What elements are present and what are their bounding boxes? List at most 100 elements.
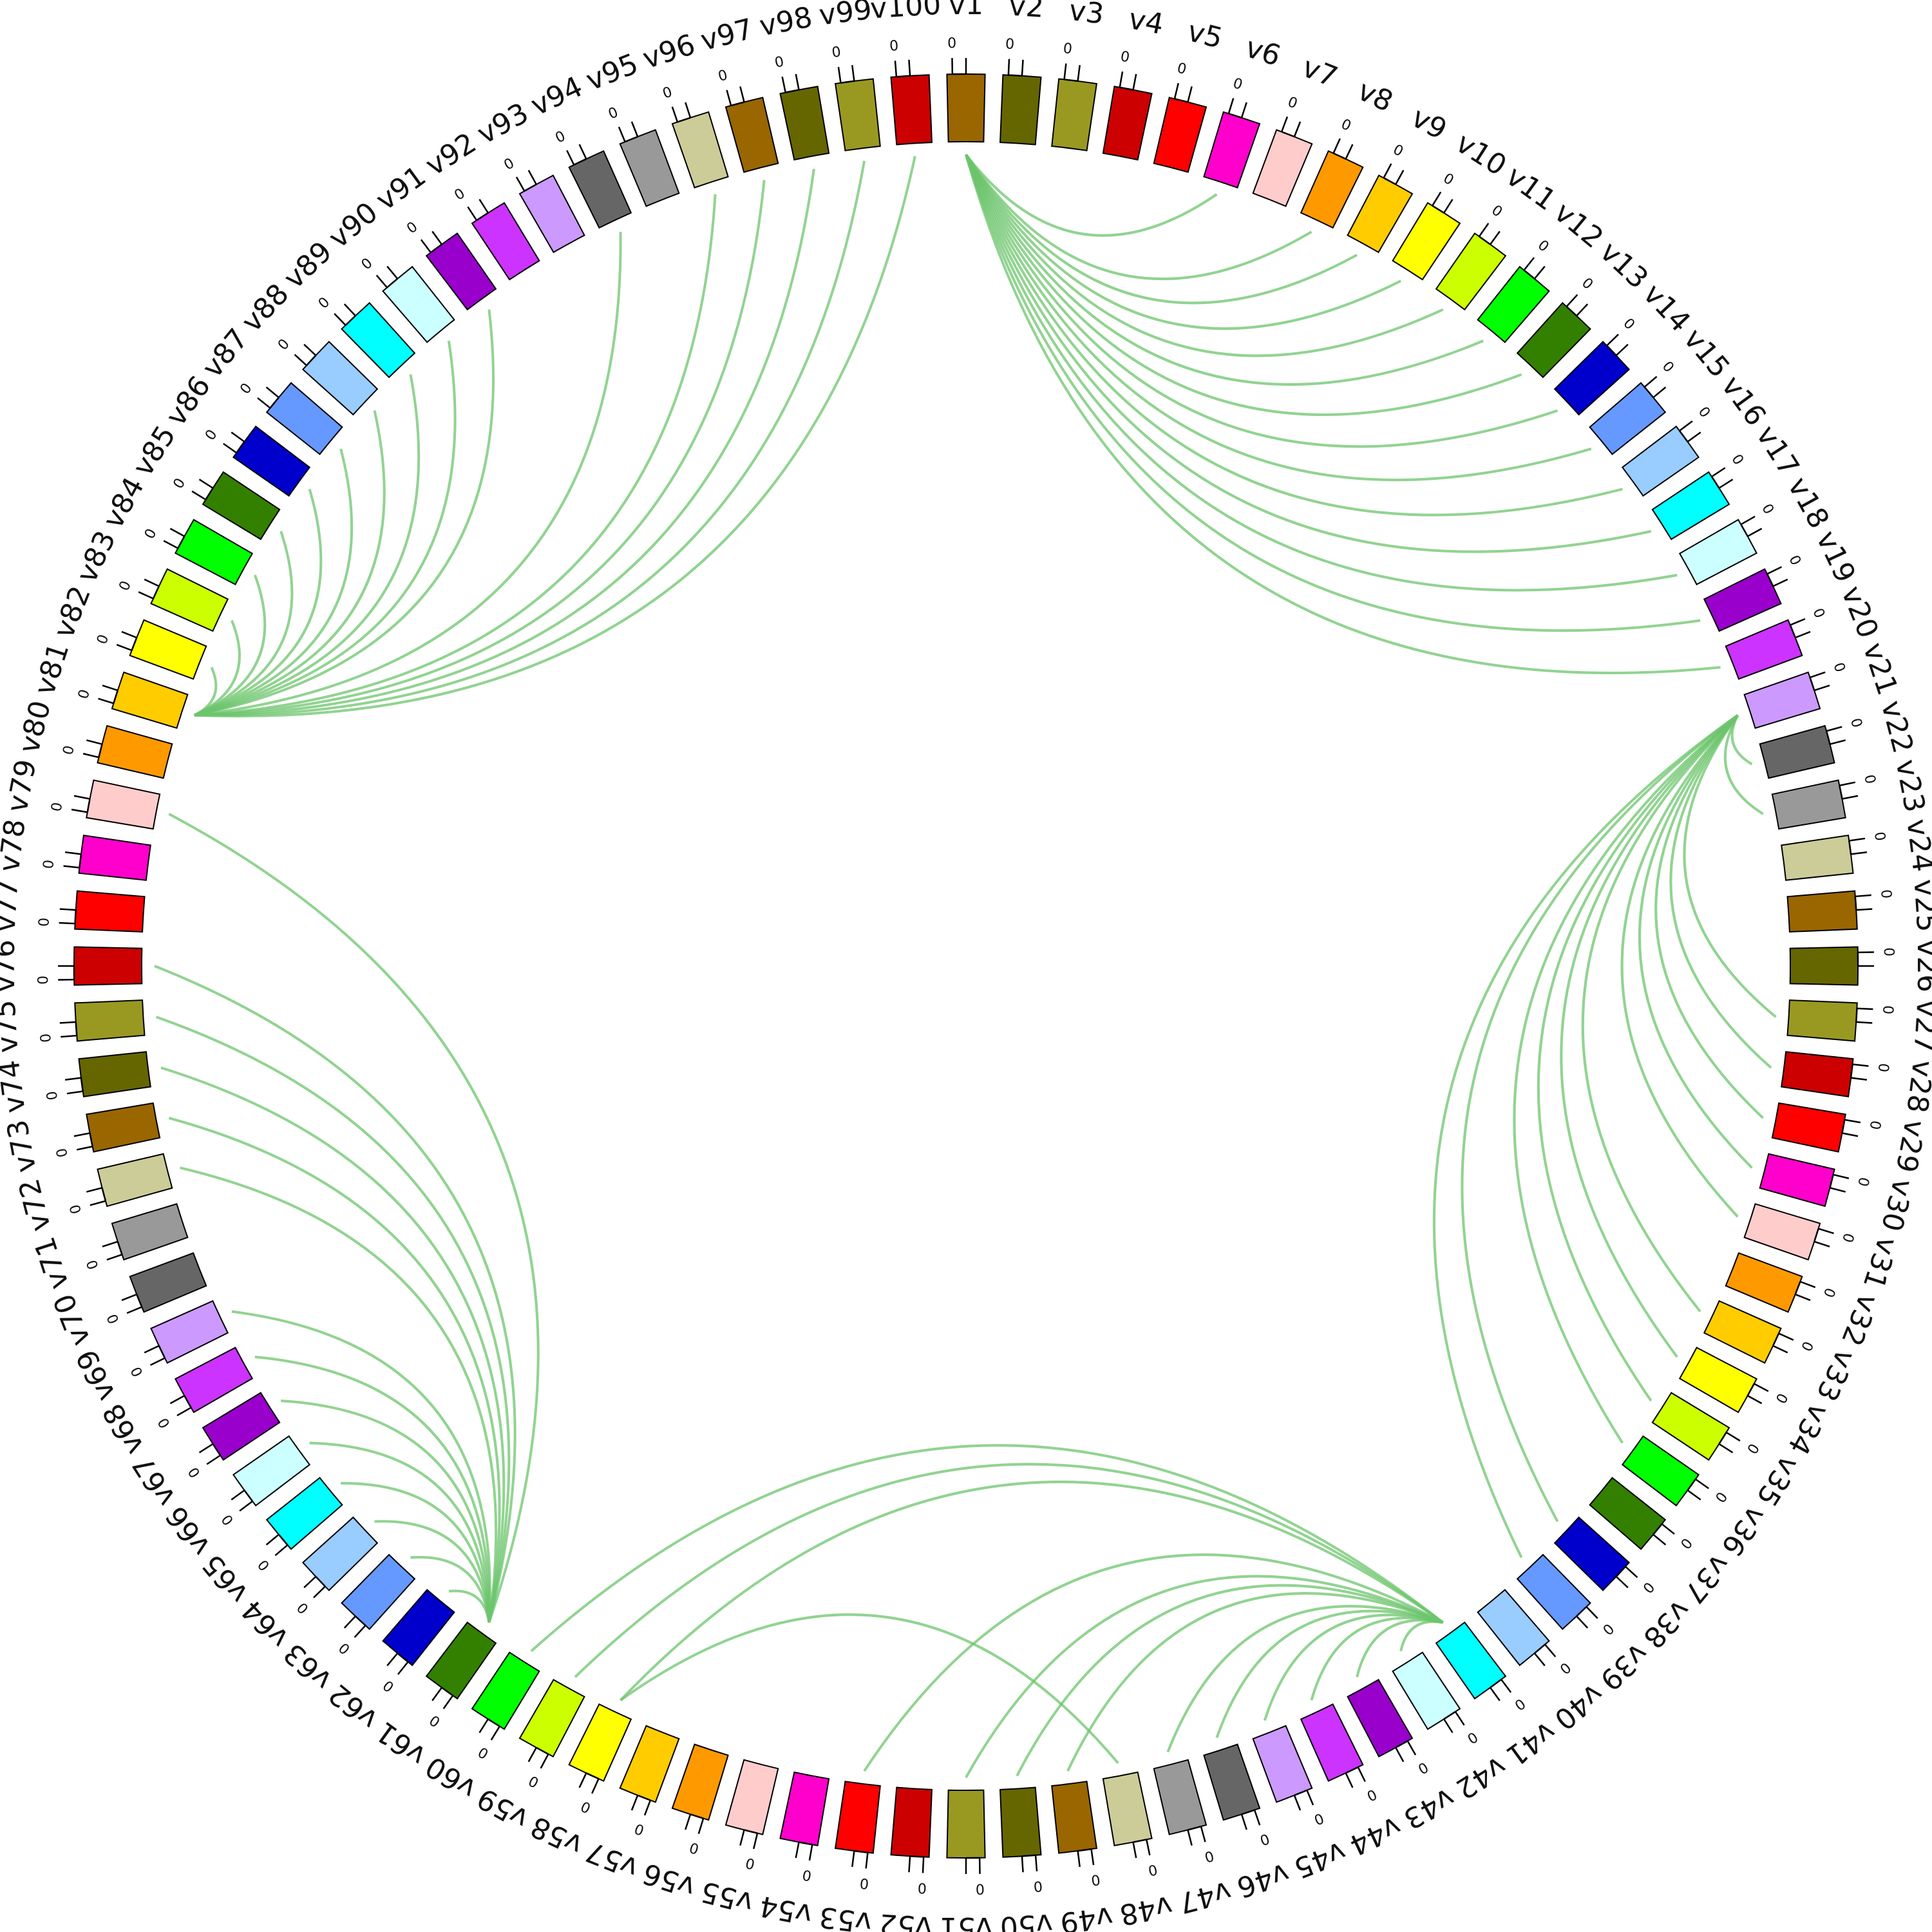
axis-tick-v84-1 [169, 527, 185, 537]
axis-line-v35 [1718, 1432, 1727, 1444]
axis-tick-v42-0 [1454, 1711, 1465, 1726]
axis-tick-v54-0 [808, 1844, 813, 1861]
tick-label-v12: 0 [1535, 237, 1552, 255]
sector-v99: 0 v99 [817, 0, 881, 151]
axis-line-v19 [1766, 573, 1774, 587]
axis-tick-v96-0 [671, 106, 679, 122]
axis-tick-v97-0 [726, 90, 732, 106]
sector-block-v53 [834, 1781, 881, 1854]
sector-label-v61: v61 [370, 1715, 432, 1772]
axis-line-v98 [785, 89, 799, 93]
sector-v49: 0 v49 [1051, 1781, 1115, 1932]
axis-line-v75 [75, 1021, 78, 1036]
axis-tick-v37-1 [1653, 1533, 1667, 1546]
axis-line-v10 [1432, 205, 1444, 214]
tick-label-v92: 0 [451, 185, 468, 204]
tick-label-v13: 0 [1578, 275, 1596, 293]
link-v61-v79-54 [168, 813, 540, 1624]
axis-line-v38 [1615, 1566, 1626, 1577]
axis-line-v56 [690, 1814, 704, 1819]
tick-label-v36: 0 [1711, 1488, 1730, 1505]
sector-block-v57 [619, 1725, 680, 1803]
tick-label-v55: 0 [744, 1854, 756, 1872]
sector-block-v38 [1553, 1516, 1631, 1591]
sector-block-v16 [1621, 425, 1700, 497]
sector-block-v3 [1051, 78, 1098, 151]
axis-tick-v64-0 [313, 1586, 326, 1598]
sector-label-v96: v96 [639, 28, 699, 76]
axis-tick-v11-0 [1478, 223, 1490, 237]
sector-block-v44 [1300, 1703, 1364, 1782]
link-v81-v94-65 [194, 231, 622, 717]
sector-block-v75 [74, 999, 146, 1042]
sector-label-v68: v68 [97, 1398, 151, 1460]
axis-line-v7 [1281, 131, 1295, 138]
sector-block-v76 [73, 946, 143, 986]
axis-tick-v56-1 [685, 1814, 692, 1830]
axis-tick-v9-0 [1383, 163, 1392, 178]
sector-label-v24: v24 [1900, 817, 1932, 874]
axis-tick-v82-0 [116, 643, 133, 652]
axis-tick-v41-1 [1490, 1687, 1501, 1701]
tick-label-v77: 0 [36, 917, 53, 927]
axis-line-v5 [1174, 98, 1188, 103]
tick-label-v3: 0 [1062, 41, 1073, 57]
axis-tick-v70-0 [126, 1306, 142, 1314]
axis-line-v3 [1064, 79, 1078, 82]
axis-tick-v73-1 [73, 1132, 90, 1137]
sector-block-v49 [1051, 1781, 1098, 1854]
sector-block-v52 [890, 1786, 933, 1858]
sector-label-v17: v17 [1750, 420, 1806, 482]
axis-tick-v33-1 [1772, 1345, 1788, 1354]
axis-line-v32 [1794, 1281, 1801, 1295]
link-v1-v18-11 [965, 154, 1678, 592]
tick-label-v71: 0 [84, 1258, 102, 1271]
tick-label-v11: 0 [1488, 202, 1505, 221]
axis-tick-v12-1 [1533, 265, 1546, 279]
sector-block-v89 [341, 301, 416, 379]
axis-tick-v4-1 [1132, 73, 1137, 90]
link-v1-v17-10 [965, 154, 1652, 553]
tick-label-v97: 0 [717, 67, 730, 85]
axis-line-v88 [306, 355, 317, 366]
tick-label-v14: 0 [1620, 316, 1638, 333]
axis-tick-v12-0 [1523, 257, 1535, 271]
sector-label-v60: v60 [420, 1750, 482, 1806]
link-v1-v14-7 [965, 154, 1558, 448]
axis-tick-v63-0 [354, 1625, 366, 1638]
tick-label-v43: 0 [1415, 1758, 1431, 1777]
sector-block-v60 [471, 1651, 540, 1730]
axis-line-v73 [89, 1133, 93, 1147]
axis-tick-v10-0 [1432, 191, 1442, 207]
axis-tick-v6-0 [1227, 98, 1235, 114]
sector-label-v65: v65 [196, 1548, 255, 1609]
tick-label-v35: 0 [1743, 1441, 1762, 1457]
axis-tick-v95-0 [618, 126, 626, 142]
sector-block-v22 [1759, 724, 1835, 779]
tick-label-v58: 0 [578, 1797, 593, 1816]
sector-block-v4 [1102, 86, 1153, 161]
axis-tick-v94-0 [566, 149, 575, 166]
axis-line-v20 [1789, 625, 1796, 638]
tick-label-v70: 0 [104, 1311, 122, 1325]
sector-v100: 0 v100 [869, 0, 942, 146]
sector-label-v31: v31 [1857, 1233, 1904, 1293]
tick-label-v2: 0 [1005, 36, 1015, 53]
tick-label-v99: 0 [831, 44, 842, 61]
axis-tick-v57-1 [630, 1795, 639, 1811]
axis-tick-v48-1 [1132, 1842, 1137, 1859]
sector-block-v67 [202, 1392, 281, 1461]
sector-label-v41: v41 [1500, 1715, 1562, 1772]
link-v21-v23-15 [1723, 714, 1764, 815]
axis-tick-v44-0 [1357, 1766, 1366, 1783]
axis-line-v17 [1710, 476, 1720, 489]
axis-tick-v5-1 [1187, 86, 1193, 102]
axis-tick-v35-0 [1725, 1432, 1741, 1442]
sector-v51: 0 v51 [940, 1789, 992, 1932]
sector-v74: 0 v74 [0, 1051, 151, 1115]
sector-label-v16: v16 [1715, 370, 1772, 432]
sector-block-v35 [1651, 1392, 1730, 1461]
